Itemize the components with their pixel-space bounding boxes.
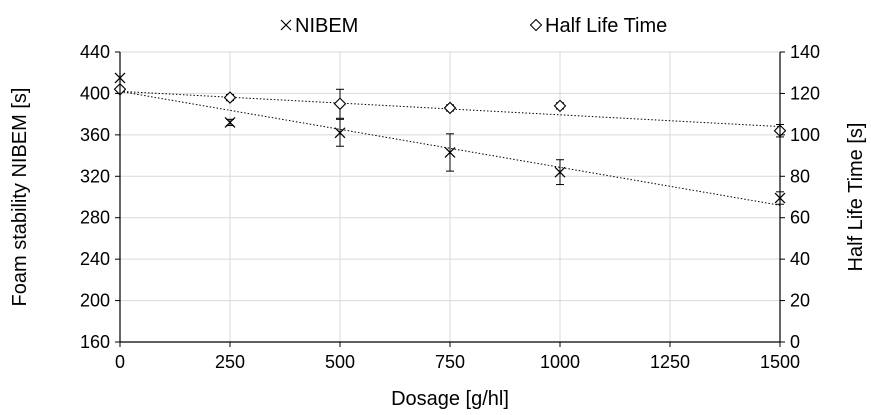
axes <box>115 51 785 347</box>
x-tick-label: 1250 <box>650 352 690 372</box>
legend-marker-diamond <box>529 18 543 32</box>
y-right-tick-label: 100 <box>790 125 820 145</box>
data-point-half-life-time <box>333 97 347 111</box>
grid <box>120 51 780 342</box>
y-left-tick-label: 320 <box>80 166 110 186</box>
tick-labels: 0 250 500 750 1000 1250 1500160200240280320360… <box>80 42 820 372</box>
y-right-tick-label: 20 <box>790 291 810 311</box>
x-tick-label: 1000 <box>540 352 580 372</box>
y-axis-title-left: Foam stability NIBEM [s] <box>9 88 31 307</box>
legend-item-nibem: NIBEM <box>280 15 358 37</box>
legend-item-half-life-time: Half Life Time <box>529 15 667 37</box>
legend-label-half-life-time: Half Life Time <box>545 15 667 37</box>
y-left-tick-label: 200 <box>80 291 110 311</box>
data-point-nibem <box>554 166 566 178</box>
x-tick-label: 250 <box>215 352 245 372</box>
data-point-nibem <box>334 127 346 139</box>
y-left-tick-label: 240 <box>80 249 110 269</box>
y-right-tick-label: 140 <box>790 42 820 62</box>
legend: NIBEM Half Life Time <box>280 15 667 37</box>
y-right-tick-label: 80 <box>790 166 810 186</box>
data-point-half-life-time <box>223 91 237 104</box>
y-left-tick-label: 400 <box>80 83 110 103</box>
data-point-nibem <box>444 147 456 158</box>
legend-diamond-marker <box>529 18 543 32</box>
y-left-tick-label: 160 <box>80 332 110 352</box>
y-left-tick-label: 440 <box>80 42 110 62</box>
legend-label-nibem: NIBEM <box>295 15 358 37</box>
legend-marker-x <box>280 19 292 31</box>
y-left-tick-label: 360 <box>80 125 110 145</box>
y-left-tick-label: 280 <box>80 208 110 228</box>
x-tick-label: 500 <box>325 352 355 372</box>
data-point-half-life-time <box>553 99 567 113</box>
y-right-tick-label: 60 <box>790 208 810 228</box>
y-right-tick-label: 40 <box>790 249 810 269</box>
legend-x-marker <box>280 19 292 31</box>
data-point-nibem <box>224 117 236 128</box>
y-axis-title-right: Half Life Time [s] <box>845 123 867 272</box>
y-right-tick-label: 0 <box>790 332 800 352</box>
data-point-half-life-time <box>443 101 457 115</box>
x-tick-label: 1500 <box>760 352 800 372</box>
x-axis-title: Dosage [g/hl] <box>391 388 509 410</box>
y-right-tick-label: 120 <box>790 83 820 103</box>
x-tick-label: 0 <box>115 352 125 372</box>
x-tick-label: 750 <box>435 352 465 372</box>
